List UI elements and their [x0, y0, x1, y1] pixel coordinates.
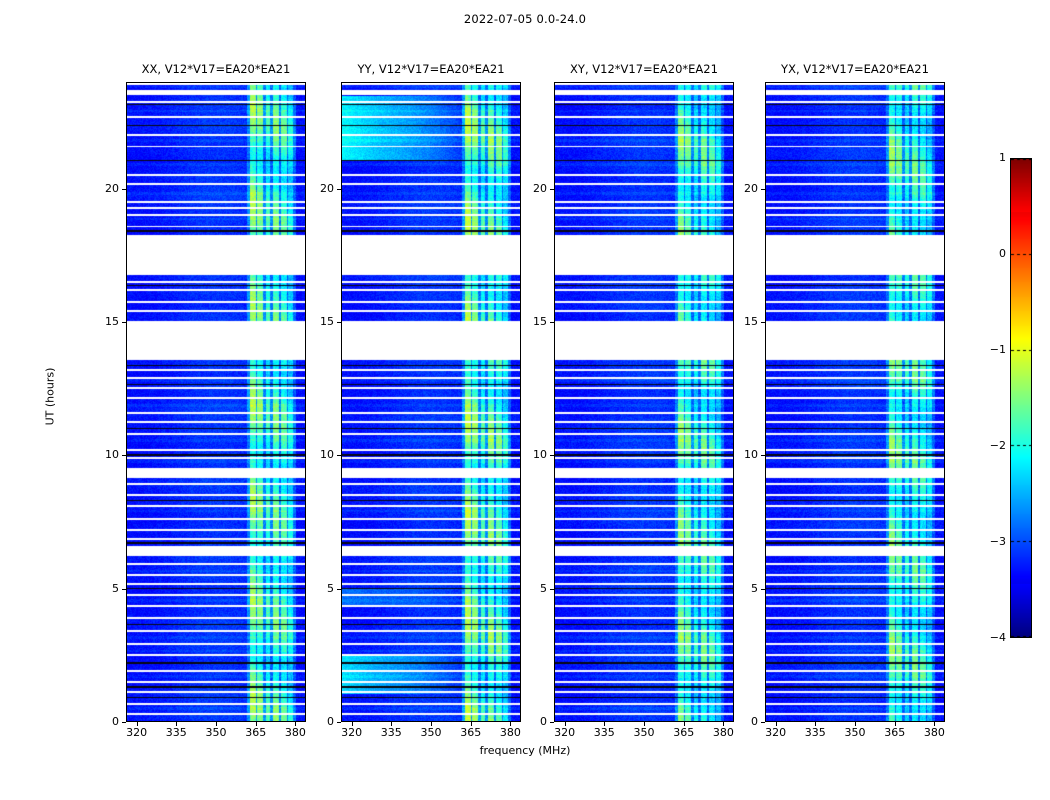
colorbar-tick-label: −2 — [989, 439, 1006, 452]
y-tick-label: 0 — [540, 715, 547, 728]
y-tick-label: 10 — [105, 448, 119, 462]
y-tick-label: 20 — [105, 181, 119, 195]
x-tick-mark — [295, 722, 296, 726]
y-axis-label: UT (hours) — [43, 367, 57, 426]
y-tick-mark — [337, 455, 341, 456]
y-tick-mark — [122, 589, 126, 590]
x-tick-label: 350 — [844, 726, 866, 739]
y-tick-label: 0 — [327, 715, 334, 728]
y-tick-mark — [122, 189, 126, 190]
y-tick-mark — [761, 722, 765, 723]
x-tick-label: 350 — [420, 726, 442, 739]
panel-title-xy: XY, V12*V17=EA20*EA21 — [570, 62, 718, 76]
x-tick-label: 365 — [245, 726, 267, 739]
y-tick-mark — [337, 589, 341, 590]
x-tick-label: 380 — [712, 726, 734, 739]
colorbar[interactable] — [1010, 158, 1032, 638]
x-tick-mark — [604, 722, 605, 726]
x-tick-label: 380 — [499, 726, 521, 739]
y-tick-mark — [761, 589, 765, 590]
x-tick-label: 350 — [205, 726, 227, 739]
x-tick-label: 320 — [341, 726, 363, 739]
colorbar-tick-label: −1 — [989, 343, 1006, 356]
x-tick-mark — [895, 722, 896, 726]
x-tick-label: 335 — [380, 726, 402, 739]
y-tick-mark — [550, 455, 554, 456]
y-tick-label: 15 — [320, 315, 334, 328]
x-tick-mark — [431, 722, 432, 726]
x-tick-mark — [176, 722, 177, 726]
panel-title-xx: XX, V12*V17=EA20*EA21 — [141, 62, 291, 76]
y-tick-label: 20 — [744, 181, 758, 195]
x-tick-label: 365 — [460, 726, 482, 739]
x-axis-label: frequency (MHz) — [479, 744, 571, 757]
y-tick-mark — [550, 722, 554, 723]
y-tick-mark — [550, 189, 554, 190]
y-tick-mark — [337, 189, 341, 190]
y-tick-label: 20 — [533, 181, 547, 195]
y-tick-mark — [122, 722, 126, 723]
waterfall-panel-yy[interactable] — [341, 82, 521, 722]
x-tick-label: 380 — [923, 726, 945, 739]
colorbar-tick-label: −3 — [989, 535, 1006, 548]
x-tick-label: 365 — [673, 726, 695, 739]
y-tick-label: 15 — [105, 315, 119, 328]
figure-suptitle: 2022-07-05 0.0-24.0 — [463, 12, 587, 26]
y-tick-label: 0 — [112, 715, 119, 728]
x-tick-mark — [934, 722, 935, 726]
y-tick-label: 5 — [327, 581, 334, 595]
y-tick-mark — [337, 722, 341, 723]
x-tick-mark — [644, 722, 645, 726]
x-tick-mark — [137, 722, 138, 726]
y-tick-mark — [122, 455, 126, 456]
y-tick-mark — [550, 589, 554, 590]
y-tick-label: 10 — [320, 448, 334, 462]
x-tick-label: 350 — [633, 726, 655, 739]
x-tick-label: 365 — [884, 726, 906, 739]
y-tick-label: 5 — [112, 581, 119, 595]
waterfall-panel-yx[interactable] — [765, 82, 945, 722]
waterfall-panel-xy[interactable] — [554, 82, 734, 722]
y-tick-label: 20 — [320, 181, 334, 195]
x-tick-mark — [815, 722, 816, 726]
waterfall-panel-xx[interactable] — [126, 82, 306, 722]
colorbar-tick-label: −4 — [989, 631, 1006, 644]
x-tick-label: 320 — [554, 726, 576, 739]
x-tick-label: 335 — [593, 726, 615, 739]
x-tick-mark — [256, 722, 257, 726]
x-tick-mark — [391, 722, 392, 726]
x-tick-mark — [684, 722, 685, 726]
y-tick-label: 10 — [533, 448, 547, 462]
y-tick-mark — [122, 322, 126, 323]
x-tick-mark — [510, 722, 511, 726]
y-tick-mark — [761, 189, 765, 190]
y-tick-label: 15 — [533, 315, 547, 328]
y-tick-mark — [337, 322, 341, 323]
panel-title-yy: YY, V12*V17=EA20*EA21 — [357, 62, 505, 76]
y-tick-label: 10 — [744, 448, 758, 462]
x-tick-mark — [723, 722, 724, 726]
y-tick-mark — [550, 322, 554, 323]
x-tick-mark — [352, 722, 353, 726]
y-tick-label: 5 — [751, 581, 758, 595]
x-tick-label: 335 — [165, 726, 187, 739]
y-tick-mark — [761, 322, 765, 323]
x-tick-mark — [216, 722, 217, 726]
y-tick-label: 0 — [751, 715, 758, 728]
colorbar-tick-label: 0 — [999, 247, 1006, 260]
y-tick-label: 15 — [744, 315, 758, 328]
y-tick-mark — [761, 455, 765, 456]
panel-title-yx: YX, V12*V17=EA20*EA21 — [781, 62, 929, 76]
x-tick-label: 380 — [284, 726, 306, 739]
x-tick-label: 335 — [804, 726, 826, 739]
x-tick-label: 320 — [765, 726, 787, 739]
colorbar-tick-label: 1 — [999, 151, 1006, 164]
x-tick-mark — [471, 722, 472, 726]
x-tick-mark — [565, 722, 566, 726]
x-tick-label: 320 — [126, 726, 148, 739]
y-tick-label: 5 — [540, 581, 547, 595]
x-tick-mark — [776, 722, 777, 726]
x-tick-mark — [855, 722, 856, 726]
